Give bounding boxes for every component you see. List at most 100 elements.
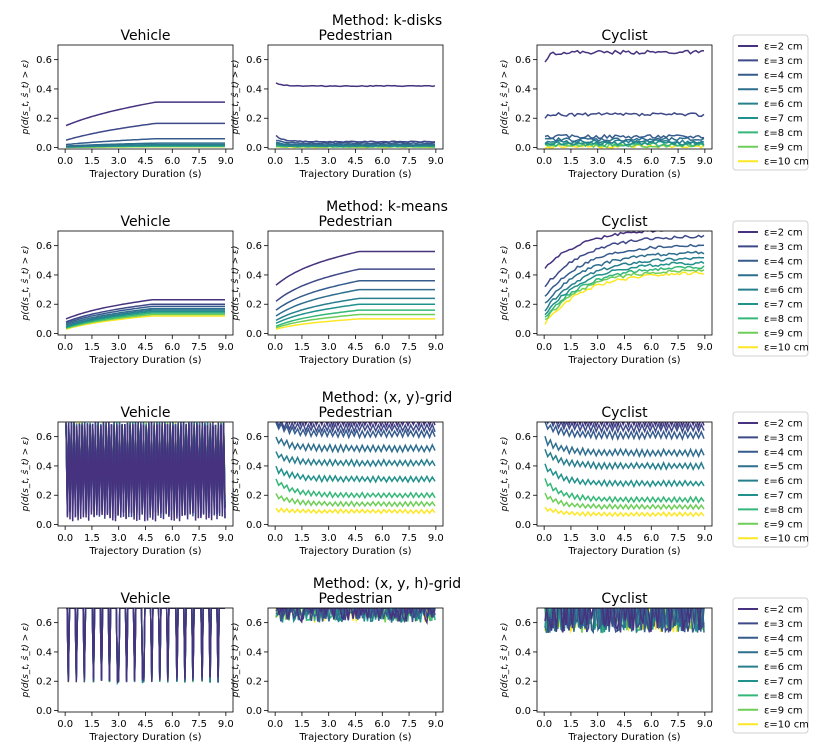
plot-frame xyxy=(267,607,444,713)
y-axis-label: p(d(s_t, ŝ_t) > ε) xyxy=(230,437,241,513)
legend-entry: ε=2 cm xyxy=(764,419,803,430)
subplot-0-2: Cyclist 0.0 1.5 3.0 4.5 6.0 7.5 9.0 0.0 0.2 0.4 0.6… xyxy=(499,28,713,180)
x-tick-label: 6.0 xyxy=(374,156,390,167)
series-line-ε=3 cm xyxy=(544,234,705,288)
legend-entry: ε=7 cm xyxy=(764,491,803,502)
x-tick-label: 0.0 xyxy=(267,719,283,730)
legend-entry: ε=9 cm xyxy=(764,328,803,339)
subplot-2-1: Pedestrian 0.0 1.5 3.0 4.5 6.0 7.5 9.0 0.0 0.2 0.4… xyxy=(230,405,444,557)
legend-entry: ε=2 cm xyxy=(764,42,803,53)
y-axis-label: p(d(s_t, ŝ_t) > ε) xyxy=(20,246,31,322)
series-line-ε=2 cm xyxy=(65,299,225,320)
legend-entry: ε=9 cm xyxy=(764,519,803,530)
x-tick-label: 3.0 xyxy=(321,719,337,730)
series-line-ε=10 cm xyxy=(544,506,705,518)
series-line-ε=4 cm xyxy=(544,133,705,140)
x-tick-label: 4.5 xyxy=(617,533,633,544)
x-axis-label: Trajectory Duration (s) xyxy=(567,732,680,743)
y-tick-label: 0.6 xyxy=(515,55,531,66)
y-tick-label: 0.0 xyxy=(36,520,52,531)
legend-entry: ε=6 cm xyxy=(764,662,803,673)
x-tick-label: 3.0 xyxy=(111,342,127,353)
series-line-ε=3 cm xyxy=(65,303,225,323)
x-tick-label: 7.5 xyxy=(191,533,207,544)
series-line-ε=5 cm xyxy=(65,142,225,147)
plot-frame xyxy=(267,44,444,150)
series-line-ε=8 cm xyxy=(275,309,435,327)
series-line-ε=10 cm xyxy=(544,270,705,325)
y-tick-label: 0.2 xyxy=(515,491,531,502)
x-tick-label: 1.5 xyxy=(84,533,100,544)
series-line-ε=6 cm xyxy=(65,309,225,327)
series-line-ε=3 cm xyxy=(546,422,705,435)
plot-frame xyxy=(57,44,234,150)
legend-frame xyxy=(732,220,809,357)
legend-entry: ε=7 cm xyxy=(764,300,803,311)
x-tick-label: 0.0 xyxy=(536,156,552,167)
y-tick-label: 0.2 xyxy=(36,300,52,311)
series-line-ε=7 cm xyxy=(275,465,436,484)
x-tick-label: 1.5 xyxy=(294,342,310,353)
subplot-3-2: Cyclist 0.0 1.5 3.0 4.5 6.0 7.5 9.0 0.0 0.2 0.4 0.6… xyxy=(499,591,713,743)
x-tick-label: 9.0 xyxy=(697,156,713,167)
series-group xyxy=(544,49,705,149)
x-tick-label: 6.0 xyxy=(643,719,659,730)
x-tick-label: 4.5 xyxy=(138,719,154,730)
legend-entry: ε=10 cm xyxy=(764,534,809,545)
legend-entry: ε=4 cm xyxy=(764,447,803,458)
x-tick-label: 3.0 xyxy=(321,342,337,353)
method-title: Method: (x, y)-grid xyxy=(322,390,453,406)
subplot-title: Vehicle xyxy=(120,591,170,607)
series-group xyxy=(544,608,705,635)
series-line-ε=3 cm xyxy=(65,122,225,141)
series-line-ε=4 cm xyxy=(544,243,705,297)
x-tick-label: 4.5 xyxy=(348,342,364,353)
series-line-ε=5 cm xyxy=(544,435,705,459)
series-line-ε=7 cm xyxy=(65,310,225,328)
y-tick-label: 0.2 xyxy=(36,491,52,502)
subplot-title: Pedestrian xyxy=(319,214,393,230)
x-tick-label: 4.5 xyxy=(138,342,154,353)
x-axis-label: Trajectory Duration (s) xyxy=(88,546,201,557)
x-tick-label: 6.0 xyxy=(374,342,390,353)
y-tick-label: 0.4 xyxy=(515,647,531,658)
x-tick-label: 6.0 xyxy=(374,533,390,544)
series-line-ε=2 cm xyxy=(276,608,436,625)
legend-entry: ε=3 cm xyxy=(764,242,803,253)
series-line-ε=9 cm xyxy=(275,493,436,508)
legend-frame xyxy=(732,411,809,548)
series-line-ε=2 cm xyxy=(283,422,436,429)
x-axis-label: Trajectory Duration (s) xyxy=(88,732,201,743)
y-tick-label: 0.6 xyxy=(246,55,262,66)
series-group xyxy=(275,422,436,515)
series-line-ε=9 cm xyxy=(544,268,705,321)
x-axis-label: Trajectory Duration (s) xyxy=(298,355,411,366)
series-line-ε=9 cm xyxy=(275,313,435,329)
y-tick-label: 0.2 xyxy=(36,677,52,688)
y-axis-label: p(d(s_t, ŝ_t) > ε) xyxy=(20,437,31,513)
subplot-title: Vehicle xyxy=(120,405,170,421)
y-tick-label: 0.6 xyxy=(515,618,531,629)
y-tick-label: 0.2 xyxy=(246,491,262,502)
x-tick-label: 4.5 xyxy=(348,719,364,730)
series-line-ε=2 cm xyxy=(552,422,705,429)
x-tick-label: 6.0 xyxy=(164,342,180,353)
y-tick-label: 0.4 xyxy=(246,84,262,95)
x-tick-label: 0.0 xyxy=(57,533,73,544)
series-line-ε=10 cm xyxy=(275,318,435,330)
x-axis-label: Trajectory Duration (s) xyxy=(88,169,201,180)
legend-frame xyxy=(732,34,809,171)
legend: ε=2 cm ε=3 cm ε=4 cm ε=5 cm ε=6 cm ε=7 cm ε=8 … xyxy=(732,597,809,734)
x-tick-label: 7.5 xyxy=(191,342,207,353)
legend-entry: ε=2 cm xyxy=(764,605,803,616)
x-axis-label: Trajectory Duration (s) xyxy=(567,355,680,366)
y-tick-label: 0.6 xyxy=(246,618,262,629)
series-line-ε=6 cm xyxy=(65,143,225,148)
y-tick-label: 0.6 xyxy=(515,432,531,443)
y-axis-label: p(d(s_t, ŝ_t) > ε) xyxy=(230,246,241,322)
legend-entry: ε=8 cm xyxy=(764,128,803,139)
legend-entry: ε=6 cm xyxy=(764,285,803,296)
series-line-ε=6 cm xyxy=(544,256,705,312)
subplot-2-2: Cyclist 0.0 1.5 3.0 4.5 6.0 7.5 9.0 0.0 0.2 0.4 0.6… xyxy=(499,405,713,557)
